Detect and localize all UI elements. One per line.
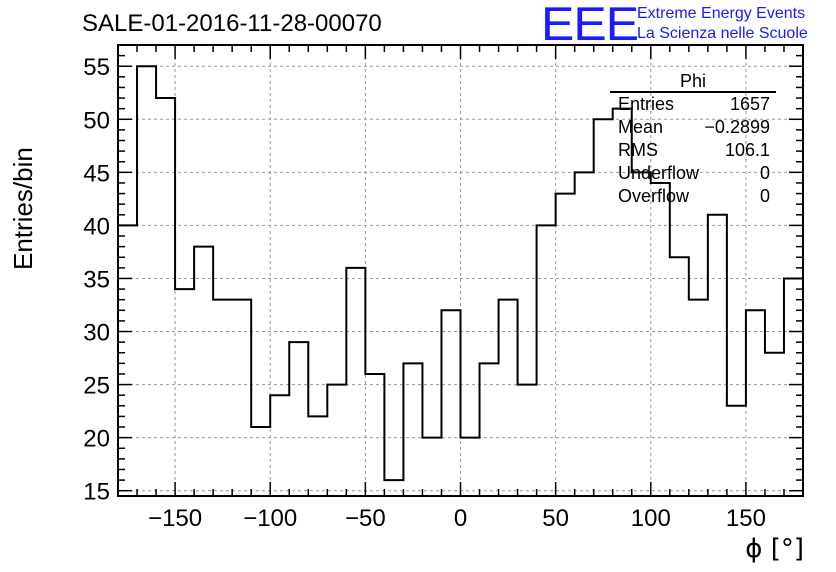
histogram-bin <box>232 300 251 496</box>
histogram-series-phi <box>118 65 803 482</box>
y-axis-label: Entries/bin <box>8 147 38 270</box>
eee-logo: EEE <box>541 0 639 51</box>
x-tick-label: −100 <box>243 505 297 532</box>
histogram-bin <box>422 438 441 496</box>
logo-subtitle-1: Extreme Energy Events <box>637 5 806 22</box>
histogram-bin <box>575 172 594 496</box>
y-tick-label: 55 <box>83 54 110 81</box>
histogram-bin <box>289 342 308 496</box>
histogram-bin <box>670 257 689 496</box>
plot-title: SALE-01-2016-11-28-00070 <box>82 10 382 37</box>
stats-label: RMS <box>618 140 658 160</box>
x-tick-label: 150 <box>726 505 766 532</box>
y-tick-label: 45 <box>83 160 110 187</box>
histogram-bin <box>537 225 556 496</box>
histogram-bin <box>632 172 651 496</box>
histogram-bin <box>137 66 156 496</box>
x-tick-label: −50 <box>345 505 386 532</box>
stats-value: 0 <box>759 186 770 206</box>
histogram-bin <box>270 395 289 496</box>
stats-label: Entries <box>618 94 675 114</box>
histogram-bin <box>518 385 537 496</box>
x-axis-label: ϕ [°] <box>745 534 804 564</box>
histogram-bin <box>384 480 403 496</box>
histogram-bin <box>441 310 460 496</box>
histogram-bin <box>708 215 727 496</box>
histogram-bin <box>194 247 213 496</box>
histogram-bin <box>746 310 765 496</box>
histogram-bin <box>499 300 518 496</box>
y-tick-label: 30 <box>83 320 110 347</box>
x-tick-label: 50 <box>542 505 569 532</box>
stats-row-rms: RMS 106.1 <box>610 139 776 162</box>
histogram-bin <box>651 183 670 496</box>
stats-label: Overflow <box>618 186 690 206</box>
histogram-bin <box>461 438 480 496</box>
histogram-bin <box>403 363 422 496</box>
y-tick-label: 35 <box>83 266 110 293</box>
stats-row-entries: Entries 1657 <box>610 93 776 116</box>
x-tick-label: 0 <box>454 505 467 532</box>
histogram-bin <box>156 98 175 496</box>
histogram-bin <box>251 427 270 496</box>
histogram-bin <box>365 374 384 496</box>
histogram-bin <box>175 289 194 496</box>
stats-value: 0 <box>759 163 770 183</box>
x-tick-label: −150 <box>148 505 202 532</box>
y-tick-label: 50 <box>83 107 110 134</box>
stats-value: −0.2899 <box>704 117 770 137</box>
histogram-bin <box>118 225 137 496</box>
x-tick-label: 100 <box>631 505 671 532</box>
histogram-bin <box>308 416 327 496</box>
histogram-bin <box>327 385 346 496</box>
stats-label: Mean <box>618 117 664 137</box>
histogram-bin <box>556 194 575 496</box>
stats-label: Underflow <box>618 163 700 183</box>
stats-value: 1657 <box>729 94 770 114</box>
y-tick-label: 25 <box>83 373 110 400</box>
stats-title: Phi <box>610 72 776 93</box>
histogram-bin <box>727 406 746 496</box>
histogram-bin <box>213 300 232 496</box>
histogram-bin <box>689 300 708 496</box>
stats-box: Phi Entries 1657 Mean −0.2899 RMS 106.1 … <box>610 72 776 208</box>
stats-row-underflow: Underflow 0 <box>610 162 776 185</box>
y-tick-label: 40 <box>83 213 110 240</box>
histogram-bin <box>765 353 784 496</box>
stats-row-overflow: Overflow 0 <box>610 185 776 208</box>
y-tick-label: 15 <box>83 479 110 506</box>
histogram-bin <box>346 268 365 496</box>
stats-row-mean: Mean −0.2899 <box>610 116 776 139</box>
histogram-bin <box>480 363 499 496</box>
stats-value: 106.1 <box>724 140 770 160</box>
y-tick-label: 20 <box>83 426 110 453</box>
histogram-bin <box>784 278 803 496</box>
logo-subtitle-2: La Scienza nelle Scuole <box>637 25 808 42</box>
